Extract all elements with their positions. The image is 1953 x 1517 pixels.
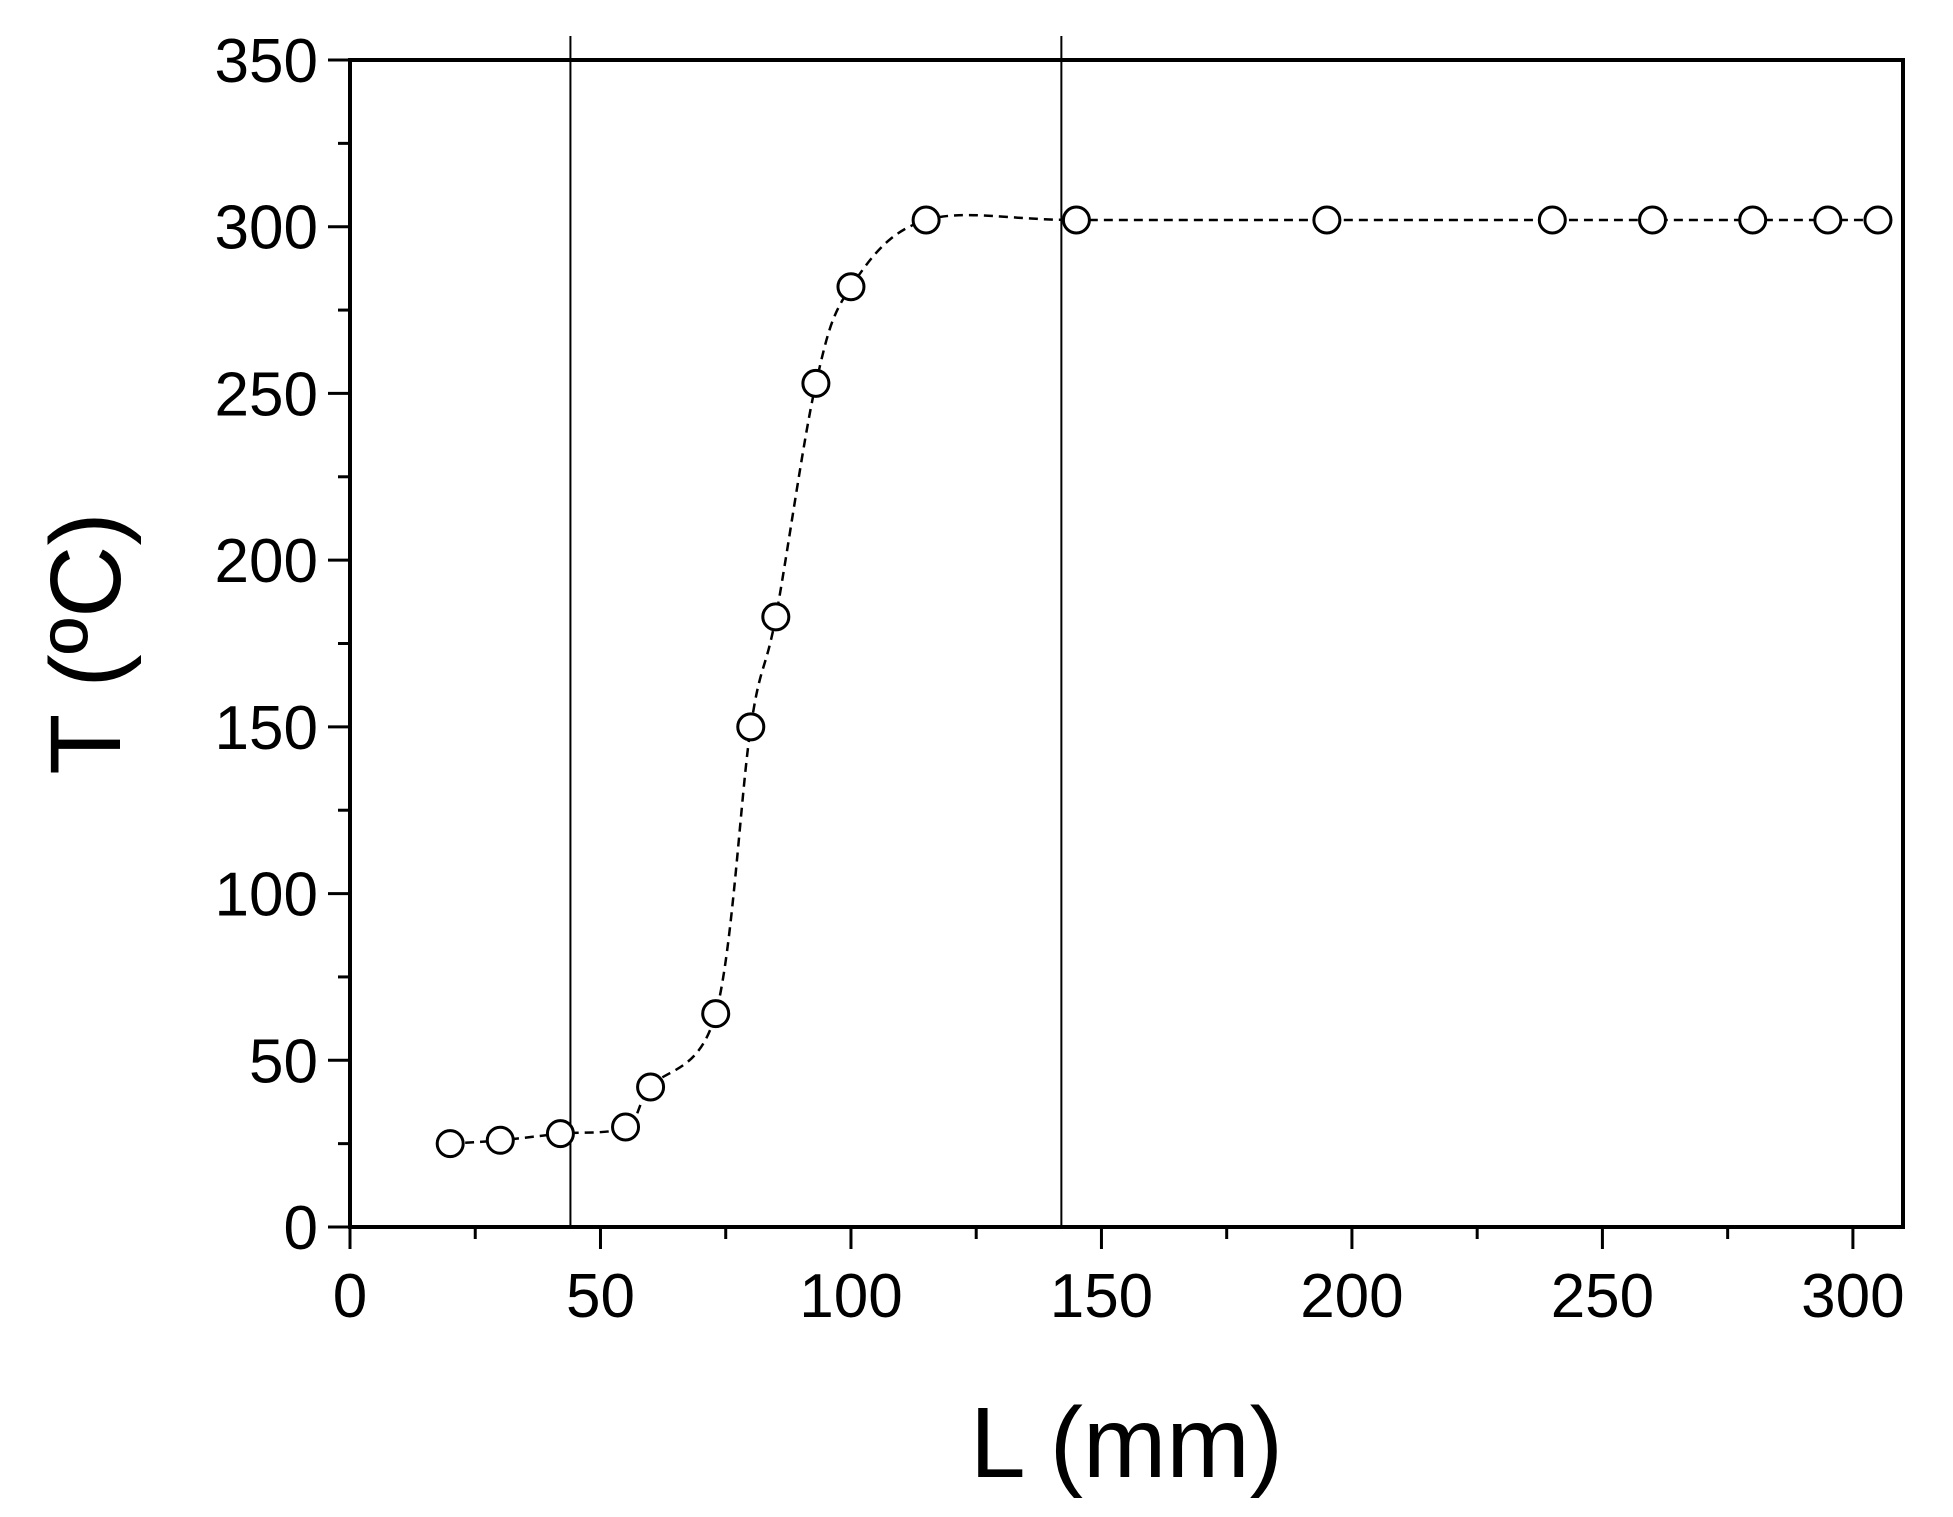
data-point-7	[736, 712, 766, 742]
data-point-5	[636, 1072, 666, 1102]
x-axis-label: L (mm)	[970, 1387, 1283, 1499]
data-point-15	[1638, 205, 1668, 235]
reference-lines	[569, 36, 1063, 1227]
y-tick-label-350: 350	[215, 27, 318, 96]
axis-ticks	[328, 58, 1855, 1249]
x-tick-label-300: 300	[1801, 1262, 1904, 1331]
x-tick-label-100: 100	[799, 1262, 902, 1331]
data-point-8	[761, 602, 791, 632]
fit-curve-layer	[450, 213, 1878, 1145]
x-tick-label-250: 250	[1551, 1262, 1654, 1331]
data-point-6	[701, 999, 731, 1029]
y-tick-label-200: 200	[215, 527, 318, 596]
y-tick-labels: 0 50 100 150 200 250 300 350	[215, 27, 318, 1263]
data-point-16	[1738, 205, 1768, 235]
data-point-14	[1537, 205, 1567, 235]
x-tick-label-50: 50	[566, 1262, 635, 1331]
data-point-12	[1061, 205, 1091, 235]
y-axis-label: T (ºC)	[30, 512, 142, 774]
y-tick-label-150: 150	[215, 694, 318, 763]
data-point-17	[1813, 205, 1843, 235]
data-point-9	[801, 368, 831, 398]
data-point-18	[1863, 205, 1893, 235]
x-tick-label-150: 150	[1050, 1262, 1153, 1331]
x-tick-labels: 0 50 100 150 200 250 300	[333, 1262, 1905, 1331]
x-tick-label-200: 200	[1300, 1262, 1403, 1331]
y-tick-label-100: 100	[215, 861, 318, 930]
y-tick-label-50: 50	[249, 1027, 318, 1096]
y-tick-label-0: 0	[284, 1194, 318, 1263]
data-point-11	[911, 205, 941, 235]
data-point-4	[611, 1112, 641, 1142]
data-point-2	[485, 1125, 515, 1155]
data-point-10	[836, 272, 866, 302]
data-point-13	[1312, 205, 1342, 235]
x-tick-label-0: 0	[333, 1262, 367, 1331]
data-point-1	[435, 1129, 465, 1159]
y-tick-label-250: 250	[215, 360, 318, 429]
y-tick-label-300: 300	[215, 194, 318, 263]
data-point-3	[545, 1119, 575, 1149]
data-points	[435, 205, 1893, 1159]
fit-curve	[450, 213, 1878, 1145]
plot-frame	[348, 58, 1905, 1229]
